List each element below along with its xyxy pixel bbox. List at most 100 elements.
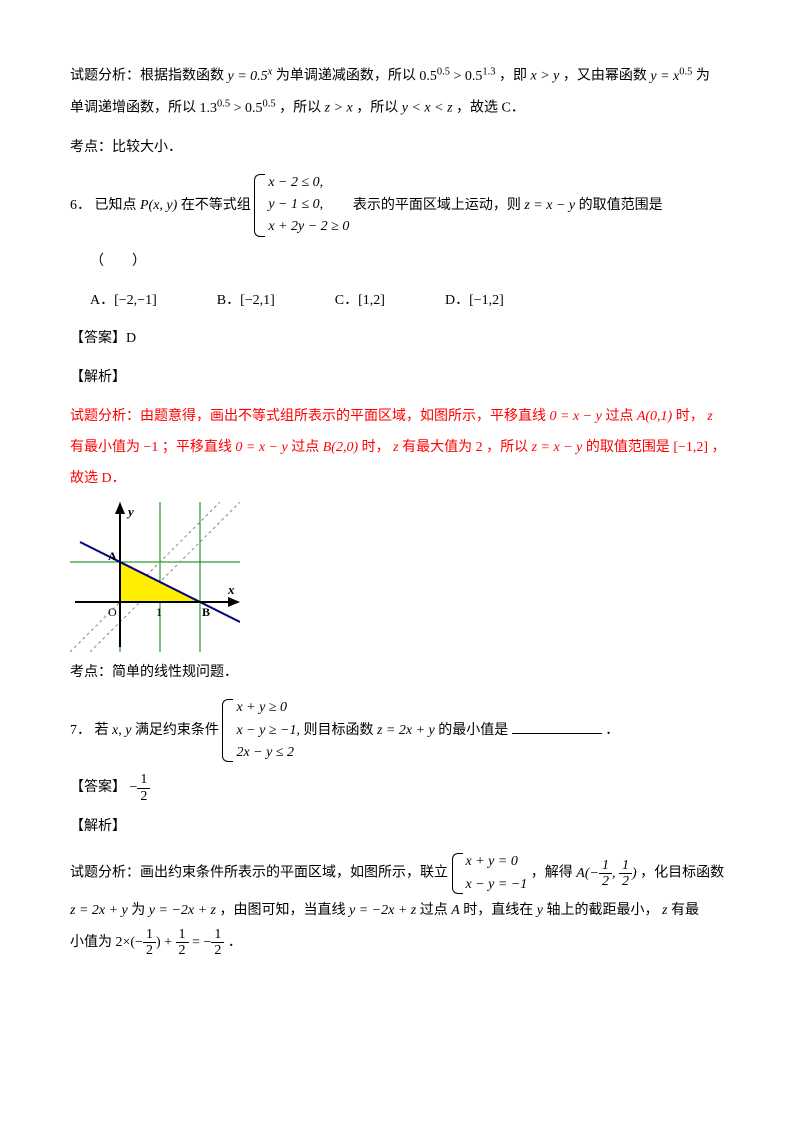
math: z xyxy=(707,409,712,424)
q6-options: A．[−2,−1] B．[−2,1] C．[1,2] D．[−1,2] xyxy=(90,286,730,317)
intro-paragraph: 试题分析：根据指数函数 y = 0.5x 为单调递减函数，所以 0.50.5 >… xyxy=(70,60,730,125)
fill-blank[interactable] xyxy=(512,719,602,734)
math: A xyxy=(451,903,460,918)
q6-number: 6． xyxy=(70,198,91,213)
math-power: y = x0.5 xyxy=(650,69,692,84)
text: 的最小值是 xyxy=(438,723,508,738)
text: ，所以 xyxy=(356,101,402,116)
math-yxz: y < x < z xyxy=(402,101,453,116)
text: 单调递增函数，所以 xyxy=(70,101,200,116)
sys-row: x + 2y − 2 ≥ 0 xyxy=(268,216,349,238)
text: ，由图可知，当直线 xyxy=(220,903,350,918)
svg-text:y: y xyxy=(126,504,134,519)
text: 为单调递减函数，所以 xyxy=(276,69,420,84)
math: z xyxy=(393,440,398,455)
math-y-eq: y = 0.5x xyxy=(228,69,273,84)
text: ；平移直线 xyxy=(162,440,236,455)
q7-number: 7． xyxy=(70,723,91,738)
text: 在不等式组 xyxy=(181,198,255,213)
q7-stem: 7． 若 x, y 满足约束条件 x + y ≥ 0 x − y ≥ −1, 2… xyxy=(70,697,730,764)
math: y = −2x + z xyxy=(349,903,416,918)
q6-solution: 试题分析：由题意得，画出不等式组所表示的平面区域，如图所示，平移直线 0 = x… xyxy=(70,402,730,494)
text: 时，直线在 xyxy=(463,903,537,918)
math-xy: x > y xyxy=(531,69,560,84)
q6-graph: y x O A B 1 xyxy=(70,502,240,652)
text: 已知点 xyxy=(95,198,141,213)
text: 的取值范围是 xyxy=(586,440,674,455)
text: 若 xyxy=(95,723,113,738)
sys-row: 2x − y ≤ 2 xyxy=(236,742,300,764)
sys-row: x + y = 0 xyxy=(466,851,528,873)
text: ． xyxy=(228,935,242,950)
math-zx: z > x xyxy=(325,101,353,116)
math: −1 xyxy=(144,440,159,455)
text: 小值为 xyxy=(70,935,116,950)
svg-text:1: 1 xyxy=(156,605,162,619)
q7-solution: 试题分析：画出约束条件所表示的平面区域，如图所示，联立 x + y = 0 x … xyxy=(70,851,730,958)
q6-jiexi: 【解析】 xyxy=(70,363,730,394)
text: ，即 xyxy=(499,69,531,84)
math-ineq2: 1.30.5 > 0.50.5 xyxy=(200,101,276,116)
text: 试题分析：画出约束条件所表示的平面区域，如图所示，联立 xyxy=(70,866,452,881)
text: 有最 xyxy=(671,903,699,918)
option-d[interactable]: D．[−1,2] xyxy=(445,286,504,317)
math: z = x − y xyxy=(532,440,583,455)
sys-row: y − 1 ≤ 0, xyxy=(268,194,349,216)
text: 为 xyxy=(696,69,710,84)
text: 有最大值为 xyxy=(402,440,476,455)
math: A(0,1) xyxy=(637,409,672,424)
text: 的取值范围是 xyxy=(579,198,663,213)
svg-text:x: x xyxy=(227,582,235,597)
calc: 2×(−12) + 12 = −12 xyxy=(116,935,228,950)
math: z = 2x + y xyxy=(70,903,128,918)
math-z: z = 2x + y xyxy=(377,723,435,738)
option-a[interactable]: A．[−2,−1] xyxy=(90,286,157,317)
text: ，所以 xyxy=(486,440,532,455)
option-c[interactable]: C．[1,2] xyxy=(335,286,385,317)
svg-text:A: A xyxy=(108,549,117,563)
math: y = −2x + z xyxy=(149,903,216,918)
math: y xyxy=(537,903,543,918)
text: 试题分析：根据指数函数 xyxy=(70,69,228,84)
text: 表示的平面区域上运动，则 xyxy=(353,198,525,213)
math: 0 = x − y xyxy=(235,440,287,455)
math: z xyxy=(662,903,667,918)
text: 时， xyxy=(676,409,704,424)
q6-stem: 6． 已知点 P(x, y) 在不等式组 x − 2 ≤ 0, y − 1 ≤ … xyxy=(70,172,730,239)
answer-label: 【答案】 xyxy=(70,781,126,796)
q6-kp: 考点：简单的线性规问题． xyxy=(70,658,730,689)
point-A: A(−12, 12) xyxy=(576,866,640,881)
sys-row: x − 2 ≤ 0, xyxy=(268,172,349,194)
svg-text:B: B xyxy=(202,605,210,619)
math-point: P(x, y) xyxy=(140,198,177,213)
text: ，又由幂函数 xyxy=(563,69,651,84)
q7-system2: x + y = 0 x − y = −1 xyxy=(452,851,528,896)
sys-row: x − y = −1 xyxy=(466,874,528,896)
text: ，故选 C． xyxy=(456,101,525,116)
svg-text:O: O xyxy=(108,605,117,619)
q7-answer: 【答案】 −12 xyxy=(70,772,730,804)
math-xy: x, y xyxy=(112,723,131,738)
text: 过点 xyxy=(605,409,637,424)
text: 则目标函数 xyxy=(303,723,377,738)
text: ，解得 xyxy=(531,866,577,881)
intro-kp: 考点：比较大小． xyxy=(70,133,730,164)
answer-frac: 12 xyxy=(137,772,150,804)
q6-system: x − 2 ≤ 0, y − 1 ≤ 0, x + 2y − 2 ≥ 0 xyxy=(254,172,349,239)
math: 0 = x − y xyxy=(550,409,602,424)
sys-row: x − y ≥ −1, xyxy=(236,720,300,742)
sys-row: x + y ≥ 0 xyxy=(236,697,300,719)
text: 故选 D． xyxy=(70,471,126,486)
q6-answer: 【答案】D xyxy=(70,324,730,355)
option-b[interactable]: B．[−2,1] xyxy=(217,286,275,317)
q7-jiexi: 【解析】 xyxy=(70,812,730,843)
neg-sign: − xyxy=(130,781,138,796)
math: B(2,0) xyxy=(323,440,358,455)
text: 为 xyxy=(131,903,149,918)
text: ， xyxy=(712,440,726,455)
text: ． xyxy=(605,723,619,738)
text: 过点 xyxy=(420,903,452,918)
text: 轴上的截距最小， xyxy=(547,903,659,918)
text: 时， xyxy=(362,440,390,455)
math: [−1,2] xyxy=(673,440,708,455)
